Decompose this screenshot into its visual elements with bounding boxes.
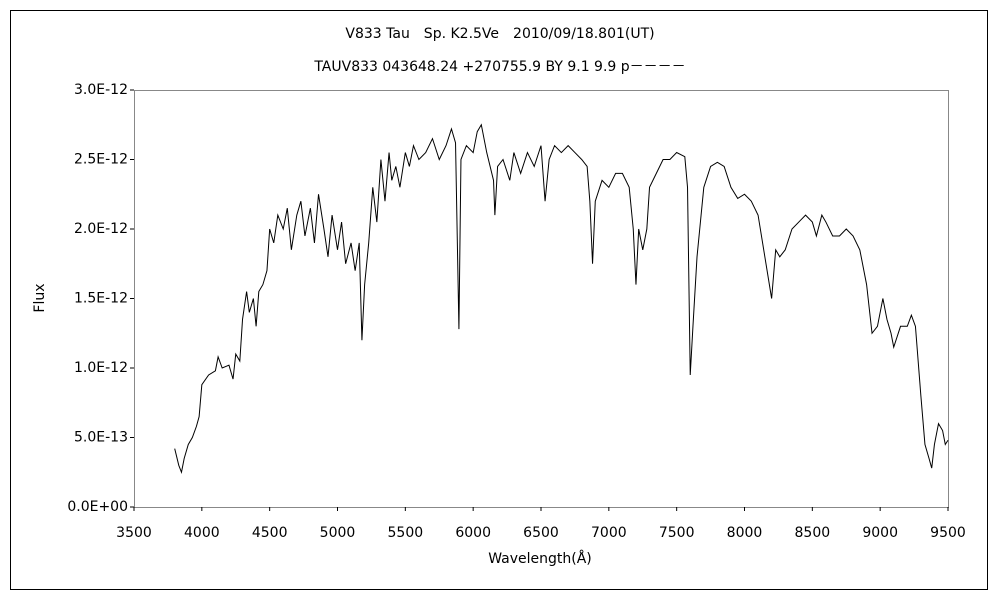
x-tick-label: 6500	[523, 525, 559, 541]
y-tick-label: 2.0E-12	[74, 221, 128, 237]
x-tick-label: 5500	[388, 525, 424, 541]
y-tick-label: 5.0E-13	[74, 430, 128, 446]
x-tick-label: 5000	[320, 525, 356, 541]
y-tick-label: 1.0E-12	[74, 360, 128, 376]
x-tick-label: 9000	[862, 525, 898, 541]
chart-subtitle: TAUV833 043648.24 +270755.9 BY 9.1 9.9 p…	[313, 59, 685, 75]
y-axis-label: Flux	[32, 283, 48, 312]
x-tick-label: 4500	[252, 525, 288, 541]
x-tick-label: 8500	[795, 525, 831, 541]
x-tick-label: 3500	[116, 525, 152, 541]
x-tick-label: 4000	[184, 525, 220, 541]
x-axis-label: Wavelength(Å)	[488, 550, 592, 567]
x-tick-label: 7500	[659, 525, 695, 541]
x-tick-label: 8000	[727, 525, 763, 541]
x-tick-label: 9500	[930, 525, 966, 541]
y-tick-label: 3.0E-12	[74, 82, 128, 98]
y-tick-label: 1.5E-12	[74, 291, 128, 307]
y-tick-label: 2.5E-12	[74, 152, 128, 168]
chart-title: V833 Tau Sp. K2.5Ve 2010/09/18.801(UT)	[345, 26, 654, 42]
x-tick-label: 6000	[455, 525, 491, 541]
plot-area	[134, 90, 949, 508]
spectrum-line	[174, 123, 949, 475]
x-tick-label: 7000	[591, 525, 627, 541]
y-tick-label: 0.0E+00	[67, 499, 128, 515]
